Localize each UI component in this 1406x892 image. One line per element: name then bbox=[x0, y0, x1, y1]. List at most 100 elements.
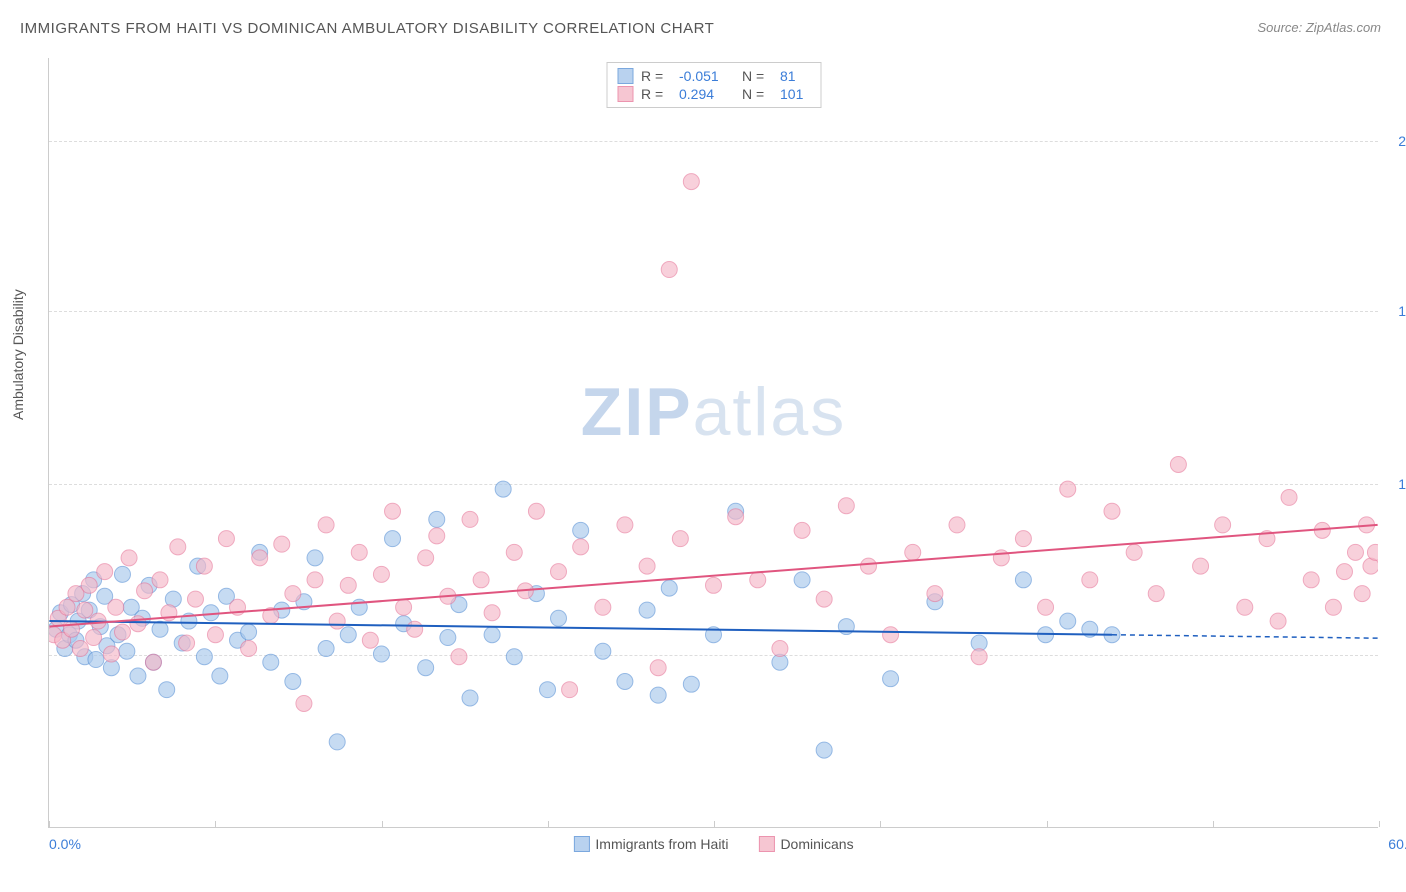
data-point-dominican bbox=[59, 599, 75, 615]
r-prefix: R = bbox=[641, 68, 671, 84]
data-point-dominican bbox=[462, 511, 478, 527]
data-point-haiti bbox=[883, 671, 899, 687]
data-point-dominican bbox=[318, 517, 334, 533]
data-point-dominican bbox=[949, 517, 965, 533]
data-point-haiti bbox=[152, 621, 168, 637]
data-point-dominican bbox=[97, 564, 113, 580]
data-point-dominican bbox=[861, 558, 877, 574]
data-point-dominican bbox=[207, 627, 223, 643]
data-point-haiti bbox=[683, 676, 699, 692]
data-point-haiti bbox=[794, 572, 810, 588]
data-point-dominican bbox=[373, 566, 389, 582]
chart-title: IMMIGRANTS FROM HAITI VS DOMINICAN AMBUL… bbox=[20, 20, 714, 37]
data-point-dominican bbox=[429, 528, 445, 544]
data-point-dominican bbox=[562, 682, 578, 698]
data-point-dominican bbox=[1126, 544, 1142, 560]
legend-swatch-dominican bbox=[617, 86, 633, 102]
data-point-haiti bbox=[462, 690, 478, 706]
legend-row-dominican: R = 0.294 N = 101 bbox=[617, 85, 810, 103]
data-point-dominican bbox=[329, 613, 345, 629]
data-point-dominican bbox=[340, 577, 356, 593]
legend-item-haiti: Immigrants from Haiti bbox=[573, 836, 728, 852]
data-point-haiti bbox=[440, 630, 456, 646]
data-point-haiti bbox=[484, 627, 500, 643]
data-point-dominican bbox=[661, 262, 677, 278]
data-point-haiti bbox=[816, 742, 832, 758]
data-point-dominican bbox=[396, 599, 412, 615]
data-point-dominican bbox=[1193, 558, 1209, 574]
legend-item-dominican: Dominicans bbox=[758, 836, 853, 852]
data-point-dominican bbox=[1148, 586, 1164, 602]
data-point-dominican bbox=[1038, 599, 1054, 615]
data-point-haiti bbox=[212, 668, 228, 684]
data-point-dominican bbox=[1347, 544, 1363, 560]
data-point-dominican bbox=[72, 641, 88, 657]
data-point-dominican bbox=[274, 536, 290, 552]
data-point-dominican bbox=[551, 564, 567, 580]
data-point-haiti bbox=[241, 624, 257, 640]
data-point-dominican bbox=[121, 550, 137, 566]
legend-stats-box: R = -0.051 N = 81 R = 0.294 N = 101 bbox=[606, 62, 821, 108]
data-point-dominican bbox=[883, 627, 899, 643]
data-point-dominican bbox=[573, 539, 589, 555]
data-point-haiti bbox=[385, 531, 401, 547]
data-point-dominican bbox=[81, 577, 97, 593]
data-point-dominican bbox=[407, 621, 423, 637]
data-point-haiti bbox=[318, 641, 334, 657]
data-point-dominican bbox=[617, 517, 633, 533]
data-point-dominican bbox=[130, 616, 146, 632]
regression-line-dominican bbox=[49, 525, 1377, 627]
data-point-dominican bbox=[351, 544, 367, 560]
data-point-haiti bbox=[1015, 572, 1031, 588]
data-point-dominican bbox=[1104, 503, 1120, 519]
data-point-haiti bbox=[196, 649, 212, 665]
data-point-dominican bbox=[296, 695, 312, 711]
data-point-dominican bbox=[108, 599, 124, 615]
data-point-dominican bbox=[728, 509, 744, 525]
data-point-dominican bbox=[170, 539, 186, 555]
y-tick-label: 25.0% bbox=[1398, 133, 1406, 149]
data-point-dominican bbox=[1060, 481, 1076, 497]
data-point-haiti bbox=[373, 646, 389, 662]
data-point-dominican bbox=[1170, 456, 1186, 472]
data-point-haiti bbox=[495, 481, 511, 497]
x-tick-min: 0.0% bbox=[49, 836, 81, 852]
data-point-haiti bbox=[114, 566, 130, 582]
data-point-dominican bbox=[816, 591, 832, 607]
data-point-haiti bbox=[661, 580, 677, 596]
data-point-haiti bbox=[285, 673, 301, 689]
data-point-dominican bbox=[86, 630, 102, 646]
data-point-dominican bbox=[114, 624, 130, 640]
r-value-dominican: 0.294 bbox=[679, 86, 734, 102]
chart-svg bbox=[49, 58, 1378, 827]
data-point-dominican bbox=[473, 572, 489, 588]
data-point-dominican bbox=[639, 558, 655, 574]
data-point-dominican bbox=[1015, 531, 1031, 547]
data-point-dominican bbox=[595, 599, 611, 615]
y-tick-label: 18.8% bbox=[1398, 303, 1406, 319]
data-point-dominican bbox=[241, 641, 257, 657]
legend-row-haiti: R = -0.051 N = 81 bbox=[617, 67, 810, 85]
data-point-dominican bbox=[218, 531, 234, 547]
data-point-haiti bbox=[551, 610, 567, 626]
n-prefix: N = bbox=[742, 86, 772, 102]
data-point-dominican bbox=[77, 602, 93, 618]
data-point-dominican bbox=[927, 586, 943, 602]
data-point-dominican bbox=[1215, 517, 1231, 533]
data-point-dominican bbox=[1325, 599, 1341, 615]
data-point-haiti bbox=[429, 511, 445, 527]
y-tick-label: 12.5% bbox=[1398, 476, 1406, 492]
data-point-dominican bbox=[794, 522, 810, 538]
data-point-dominican bbox=[179, 635, 195, 651]
data-point-dominican bbox=[451, 649, 467, 665]
n-value-haiti: 81 bbox=[780, 68, 810, 84]
data-point-dominican bbox=[1082, 572, 1098, 588]
data-point-haiti bbox=[573, 522, 589, 538]
data-point-haiti bbox=[340, 627, 356, 643]
data-point-haiti bbox=[540, 682, 556, 698]
plot-area: ZIPatlas R = -0.051 N = 81 R = 0.294 N =… bbox=[48, 58, 1378, 828]
data-point-dominican bbox=[484, 605, 500, 621]
data-point-dominican bbox=[187, 591, 203, 607]
x-tick-mark bbox=[1379, 821, 1380, 827]
data-point-dominican bbox=[1303, 572, 1319, 588]
